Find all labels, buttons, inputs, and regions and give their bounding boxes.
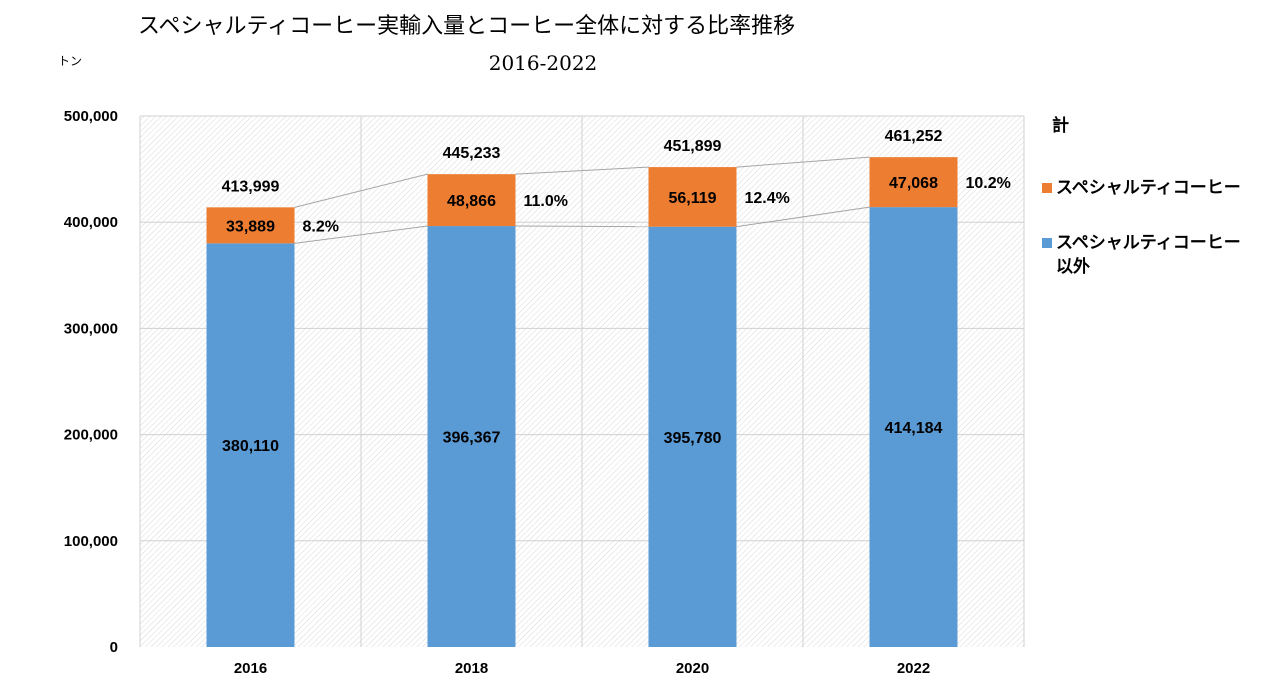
bar-specialty <box>427 174 516 227</box>
data-label-ratio: 12.4% <box>745 190 790 207</box>
y-tick-label: 300,000 <box>64 320 118 337</box>
bar-specialty <box>648 167 737 227</box>
bar-other <box>206 243 295 647</box>
data-label-ratio: 10.2% <box>966 175 1011 192</box>
series-line-lower <box>294 225 428 244</box>
legend-label: 計 <box>1052 115 1069 136</box>
x-tick-label: 2020 <box>676 660 709 677</box>
data-labels: 380,110 33,889 413,999 8.2% 396,367 48,866 445… <box>222 128 1011 455</box>
bars <box>206 157 958 648</box>
bar-specialty <box>206 207 295 244</box>
legend-label-line2: 以外 <box>1056 256 1090 277</box>
series-line-lower <box>736 206 870 228</box>
data-label-other: 395,780 <box>664 430 722 447</box>
data-label-ratio: 11.0% <box>524 193 568 210</box>
bar-other <box>869 207 958 647</box>
x-axis: 2016 2018 2020 2022 <box>234 660 930 677</box>
chart-subtitle: 2016-2022 <box>489 51 598 75</box>
series-line-lower <box>515 225 649 228</box>
y-tick-label: 0 <box>110 639 118 656</box>
data-label-other: 380,110 <box>222 438 279 455</box>
x-tick-label: 2022 <box>897 660 930 677</box>
bar-other <box>648 226 737 647</box>
legend-label: スペシャルティコーヒー <box>1056 178 1241 198</box>
legend-label: スペシャルティコーヒー <box>1056 233 1241 253</box>
y-tick-label: 400,000 <box>64 214 118 231</box>
x-tick-label: 2016 <box>234 660 267 677</box>
bar-specialty <box>869 157 958 208</box>
legend-swatch <box>1042 238 1052 248</box>
data-label-total: 451,899 <box>664 138 722 155</box>
data-label-specialty: 56,119 <box>668 190 716 207</box>
data-label-total: 461,252 <box>885 128 943 145</box>
data-label-total: 445,233 <box>443 145 501 162</box>
y-tick-label: 200,000 <box>64 427 118 444</box>
bar-other <box>427 226 516 648</box>
series-line-upper <box>736 156 870 168</box>
data-label-specialty: 33,889 <box>226 218 275 235</box>
series-line-upper <box>515 166 649 175</box>
data-label-ratio: 8.2% <box>303 218 339 235</box>
data-label-other: 414,184 <box>885 420 943 437</box>
series-lines <box>294 156 870 244</box>
data-label-total: 413,999 <box>222 178 280 195</box>
legend-swatch <box>1042 183 1052 193</box>
y-axis: 0 100,000 200,000 300,000 400,000 500,000 <box>64 108 118 656</box>
y-tick-label: 500,000 <box>64 108 118 125</box>
data-label-specialty: 47,068 <box>889 175 938 192</box>
y-tick-label: 100,000 <box>64 533 118 550</box>
chart-title: スペシャルティコーヒー実輸入量とコーヒー全体に対する比率推移 <box>138 14 795 39</box>
y-axis-unit-label: トン <box>58 54 82 68</box>
series-line-upper <box>294 173 428 208</box>
data-label-specialty: 48,866 <box>447 193 496 210</box>
data-label-other: 396,367 <box>443 430 501 447</box>
x-tick-label: 2018 <box>455 660 488 677</box>
